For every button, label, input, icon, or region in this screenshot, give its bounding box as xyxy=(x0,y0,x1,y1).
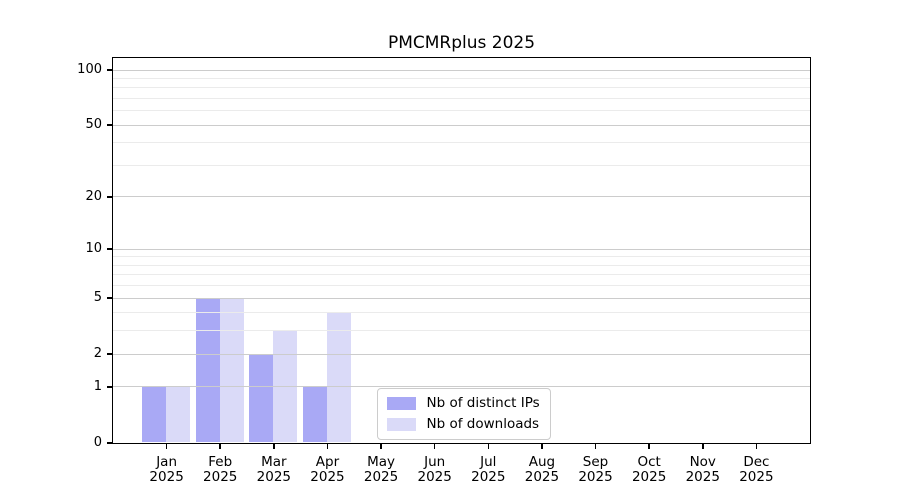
x-axis-tick xyxy=(219,443,221,449)
legend-item-distinct-ips: Nb of distinct IPs xyxy=(386,395,540,412)
y-axis-tick-label: 2 xyxy=(93,346,102,362)
y-axis-tick xyxy=(106,442,113,444)
bar-downloads-feb xyxy=(219,297,244,443)
gridline-major xyxy=(112,248,810,250)
x-axis-tick xyxy=(487,443,490,449)
y-axis-tick xyxy=(106,69,113,71)
x-tick-year: 2025 xyxy=(149,469,184,485)
x-tick-month: Nov xyxy=(689,454,716,470)
x-tick-year: 2025 xyxy=(524,469,560,485)
legend-label-distinct-ips: Nb of distinct IPs xyxy=(426,395,540,411)
y-axis-tick xyxy=(106,297,113,299)
x-axis-tick-label: Jan 2025 xyxy=(137,455,197,485)
x-tick-year: 2025 xyxy=(631,469,667,485)
x-axis-tick-label: Sep 2025 xyxy=(566,455,626,485)
plot-area: Nb of distinct IPs Nb of downloads xyxy=(111,56,811,444)
legend: Nb of distinct IPs Nb of downloads xyxy=(376,387,551,440)
x-axis-tick xyxy=(755,443,758,449)
bar-downloads-mar xyxy=(273,330,298,443)
bar-distinct-ips-apr xyxy=(302,386,327,443)
x-axis-tick-label: Nov 2025 xyxy=(673,455,733,485)
x-tick-month: Apr xyxy=(315,454,340,470)
gridline-minor xyxy=(112,256,810,258)
x-tick-month: Jun xyxy=(424,454,446,470)
x-axis-tick-label: May 2025 xyxy=(351,455,411,485)
gridline-minor xyxy=(112,110,810,112)
x-tick-month: Jan xyxy=(156,454,178,470)
y-axis-tick xyxy=(106,386,113,388)
y-axis-tick-label: 1 xyxy=(93,378,102,394)
x-tick-month: May xyxy=(367,454,396,470)
x-axis-tick xyxy=(165,443,168,449)
x-tick-month: Dec xyxy=(743,454,770,470)
chart-title: PMCMRplus 2025 xyxy=(387,33,536,53)
legend-swatch-distinct-ips-icon xyxy=(386,396,416,410)
bar-downloads-apr xyxy=(326,312,351,443)
x-tick-month: Feb xyxy=(208,454,233,470)
x-axis-tick xyxy=(648,443,650,449)
y-axis-tick-label: 0 xyxy=(93,435,102,450)
y-axis-tick-label: 5 xyxy=(93,290,102,306)
x-tick-year: 2025 xyxy=(310,469,345,485)
gridline-minor xyxy=(112,142,810,144)
legend-label-downloads: Nb of downloads xyxy=(426,416,540,432)
y-axis-tick-label: 10 xyxy=(85,241,102,257)
gridline-minor xyxy=(112,87,810,89)
x-tick-year: 2025 xyxy=(256,469,292,485)
x-axis-tick xyxy=(433,443,436,449)
x-tick-year: 2025 xyxy=(203,469,238,485)
bar-downloads-jan xyxy=(166,386,191,443)
gridline-major xyxy=(112,196,810,198)
x-tick-year: 2025 xyxy=(471,469,506,485)
x-axis-tick xyxy=(326,443,329,449)
x-axis-tick-label: Apr 2025 xyxy=(297,455,357,485)
x-axis-tick xyxy=(541,443,543,449)
y-axis-tick-label: 20 xyxy=(85,188,102,204)
x-tick-year: 2025 xyxy=(363,469,399,485)
x-axis-tick-label: Feb 2025 xyxy=(190,455,250,485)
gridline-minor xyxy=(112,274,810,276)
y-axis-tick-label: 100 xyxy=(77,62,102,77)
x-tick-year: 2025 xyxy=(578,469,613,485)
x-axis-tick xyxy=(380,443,382,449)
gridline-major xyxy=(112,124,810,126)
x-tick-month: Mar xyxy=(261,454,287,470)
y-axis-tick xyxy=(106,248,113,250)
x-tick-month: Aug xyxy=(528,454,556,470)
legend-item-downloads: Nb of downloads xyxy=(386,416,540,433)
gridline-minor xyxy=(112,77,810,79)
gridline-minor xyxy=(112,97,810,99)
legend-swatch-downloads-icon xyxy=(386,417,416,431)
gridline-major xyxy=(112,69,810,71)
x-axis-tick-label: Jul 2025 xyxy=(458,455,518,485)
x-axis-tick xyxy=(702,443,704,449)
y-axis-tick xyxy=(106,353,113,355)
x-tick-month: Sep xyxy=(582,454,609,470)
gridline-minor xyxy=(112,164,810,166)
y-axis-tick xyxy=(106,196,113,198)
gridline-minor xyxy=(112,285,810,287)
x-tick-year: 2025 xyxy=(685,469,720,485)
x-axis-tick xyxy=(594,443,597,449)
x-tick-month: Oct xyxy=(637,454,661,470)
x-tick-month: Jul xyxy=(480,454,497,470)
y-axis-tick-label: 50 xyxy=(85,117,102,133)
x-tick-year: 2025 xyxy=(417,469,452,485)
gridline-minor xyxy=(112,264,810,266)
x-axis-tick-label: Mar 2025 xyxy=(244,455,304,485)
x-tick-year: 2025 xyxy=(739,469,774,485)
y-axis-tick xyxy=(106,124,113,126)
x-axis-tick-label: Jun 2025 xyxy=(405,455,465,485)
bar-distinct-ips-mar xyxy=(249,353,274,443)
x-axis-tick-label: Aug 2025 xyxy=(512,455,572,485)
x-axis-tick xyxy=(273,443,275,449)
bar-distinct-ips-feb xyxy=(195,297,220,443)
x-axis-tick-label: Oct 2025 xyxy=(619,455,679,485)
bar-distinct-ips-jan xyxy=(142,386,167,443)
x-axis-tick-label: Dec 2025 xyxy=(726,455,786,485)
